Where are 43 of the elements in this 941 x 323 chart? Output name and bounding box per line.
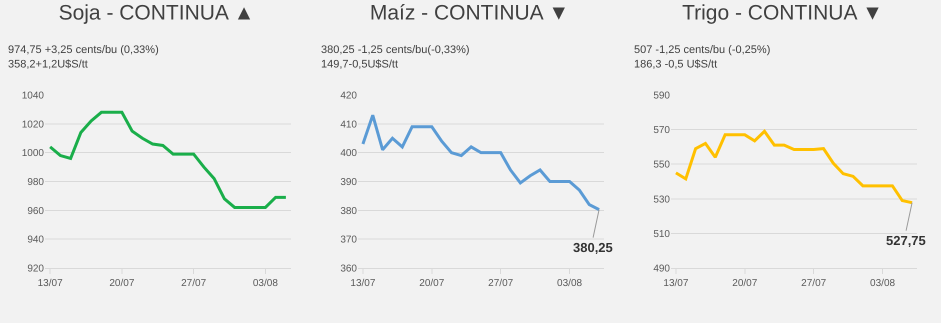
x-tick-label: 20/07 <box>732 278 758 289</box>
y-tick-label: 370 <box>340 234 358 246</box>
y-tick-label: 510 <box>653 228 670 240</box>
y-tick-label: 360 <box>340 264 358 274</box>
y-tick-label: 1020 <box>22 119 44 130</box>
y-tick-label: 380 <box>340 206 358 217</box>
x-tick-label: 20/07 <box>419 278 445 289</box>
y-tick-label: 590 <box>653 90 670 102</box>
line-series <box>361 114 601 212</box>
x-tick-label: 03/08 <box>870 278 896 289</box>
x-tick-label: 03/08 <box>252 278 278 289</box>
chart-subtitle: 974,75 +3,25 cents/bu (0,33%) 358,2+1,2U$S/tt <box>8 44 159 70</box>
annotation: 380,25 <box>573 240 613 255</box>
chart-subtitle: 507 -1,25 cents/bu (-0,25%) 186,3 -0,5 U$S/tt <box>634 44 770 70</box>
x-tick-label: 13/07 <box>38 278 64 289</box>
x-tick-label: 03/08 <box>557 278 583 289</box>
y-tick-label: 530 <box>653 194 670 206</box>
y-tick-label: 960 <box>27 206 44 217</box>
x-tick-label: 27/07 <box>801 278 827 289</box>
chart-subtitle: 380,25 -1,25 cents/bu(-0,33%) 149,7-0,5U$S/tt <box>321 44 470 70</box>
line-series <box>674 130 914 204</box>
y-tick-label: 570 <box>653 125 670 136</box>
x-tick-label: 13/07 <box>350 278 376 289</box>
y-tick-label: 400 <box>340 148 358 160</box>
y-tick-label: 490 <box>653 264 670 274</box>
y-tick-label: 390 <box>340 177 358 188</box>
y-tick-label: 1040 <box>22 90 44 102</box>
chart-title: Maíz - CONTINUA ▼ <box>370 2 570 25</box>
y-tick-label: 1000 <box>22 148 44 160</box>
y-tick-label: 420 <box>340 90 358 102</box>
y-tick-label: 940 <box>27 234 44 246</box>
y-tick-label: 920 <box>27 264 44 274</box>
chart-title: Trigo - CONTINUA ▼ <box>682 2 883 25</box>
x-tick-label: 27/07 <box>181 278 207 289</box>
x-tick-label: 20/07 <box>109 278 135 289</box>
annotation: 527,75 <box>886 233 926 248</box>
x-tick-label: 27/07 <box>488 278 514 289</box>
x-tick-label: 13/07 <box>663 278 689 289</box>
y-tick-label: 410 <box>340 119 358 130</box>
y-tick-label: 980 <box>27 177 44 188</box>
chart-title: Soja - CONTINUA ▲ <box>58 2 254 25</box>
y-tick-label: 550 <box>653 160 670 171</box>
line-series <box>48 110 288 209</box>
